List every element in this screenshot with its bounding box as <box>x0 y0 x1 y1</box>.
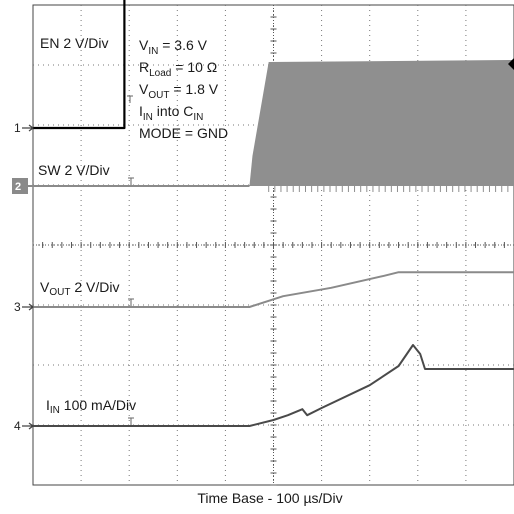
channel-markers: 1 2 3 4 <box>12 121 34 433</box>
traces <box>33 0 514 427</box>
ch4-marker-arrow <box>22 422 34 430</box>
ch1-trace <box>33 0 126 130</box>
trigger-level-marker <box>508 58 514 70</box>
ch1-marker-arrow <box>22 124 34 132</box>
ch4-marker-number: 4 <box>14 419 21 433</box>
ch1-label: EN 2 V/Div <box>40 35 108 51</box>
condition-line: RLoad = 10 Ω <box>139 59 217 79</box>
ch3-marker-number: 3 <box>14 300 21 314</box>
condition-line: VOUT = 1.8 V <box>139 81 219 101</box>
channel-labels: EN 2 V/Div SW 2 V/Div VOUT 2 V/Div IIN 100 … <box>38 35 136 416</box>
ch3-trace <box>33 271 514 308</box>
ch2-label: SW 2 V/Div <box>38 162 110 178</box>
ch3-marker-arrow <box>22 303 34 311</box>
ch1-marker-number: 1 <box>14 121 21 135</box>
ch3-label: VOUT 2 V/Div <box>40 279 119 298</box>
ch2-switching-band <box>249 60 514 186</box>
ch2-marker-number: 2 <box>15 181 21 193</box>
condition-line: IIN into CIN <box>139 103 203 123</box>
ch4-trace <box>33 344 514 427</box>
ch2-marker-box <box>12 178 28 194</box>
x-axis-label: Time Base - 100 µs/Div <box>197 490 342 506</box>
ch4-label: IIN 100 mA/Div <box>46 397 136 416</box>
condition-line: MODE = GND <box>139 125 228 141</box>
condition-line: VIN = 3.6 V <box>139 37 208 57</box>
